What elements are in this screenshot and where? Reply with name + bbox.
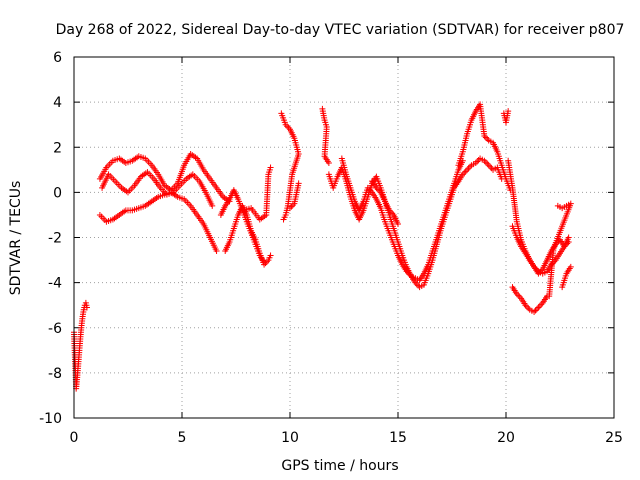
chart-title: Day 268 of 2022, Sidereal Day-to-day VTE… — [56, 22, 625, 38]
data-point — [288, 203, 295, 210]
data-point — [484, 135, 491, 142]
data-point — [498, 175, 505, 182]
tick-labels: 0 5 10 15 20 25 -10 -8 -6 -4 -2 0 2 4 6 — [39, 50, 623, 446]
y-axis-label: SDTVAR / TECUs — [8, 181, 24, 296]
data-point — [83, 304, 90, 311]
data-point — [280, 216, 287, 223]
x-tick-label: 0 — [70, 430, 79, 446]
data-point — [267, 252, 274, 259]
data-point — [482, 159, 489, 166]
x-tick-label: 5 — [178, 430, 187, 446]
data-point — [209, 202, 216, 209]
data-point — [536, 302, 543, 309]
y-tick-label: 2 — [53, 140, 62, 156]
grid — [74, 57, 614, 418]
x-axis-label: GPS time / hours — [281, 458, 398, 474]
data-points — [71, 101, 574, 392]
data-point — [505, 108, 512, 115]
y-tick-label: -10 — [39, 411, 62, 427]
y-tick-label: 0 — [53, 185, 62, 201]
data-point — [213, 248, 220, 255]
y-tick-label: -8 — [48, 366, 62, 382]
data-point — [464, 166, 471, 173]
data-point — [535, 304, 542, 311]
y-tick-label: 6 — [53, 50, 62, 66]
data-point — [525, 305, 532, 312]
data-point — [485, 162, 492, 169]
data-point — [462, 168, 469, 175]
data-point — [295, 180, 302, 187]
plot-frame — [73, 56, 615, 419]
data-point — [546, 293, 553, 300]
y-tick-label: -2 — [48, 231, 62, 247]
data-point — [567, 263, 574, 270]
data-point — [395, 220, 401, 227]
data-point — [325, 160, 332, 167]
data-point — [484, 160, 491, 167]
data-point — [565, 239, 572, 246]
data-point — [267, 164, 274, 171]
x-tick-label: 25 — [605, 430, 623, 446]
y-tick-label: 4 — [53, 95, 62, 111]
x-tick-label: 15 — [389, 430, 407, 446]
x-tick-label: 10 — [281, 430, 299, 446]
data-point — [467, 163, 473, 170]
y-tick-label: -6 — [48, 321, 62, 337]
data-point — [465, 165, 472, 172]
data-point — [532, 307, 539, 314]
x-tick-label: 20 — [497, 430, 515, 446]
y-tick-label: -4 — [48, 276, 62, 292]
